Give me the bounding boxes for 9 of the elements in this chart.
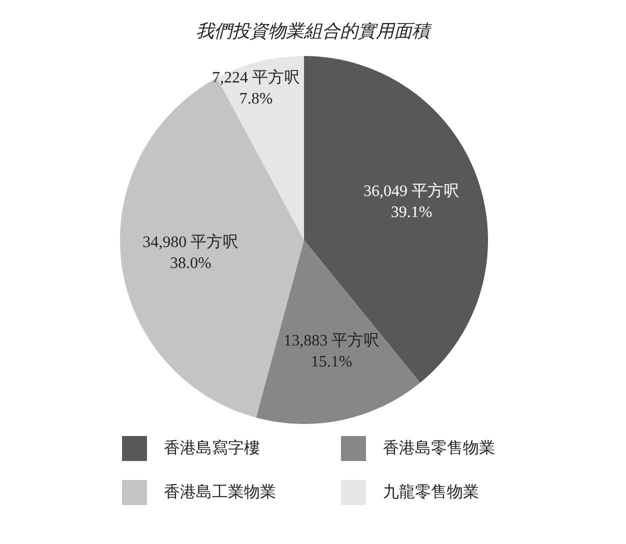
legend-label: 香港島工業物業 — [164, 483, 276, 501]
data-label: 7,224 平方呎 7.8% — [212, 68, 300, 108]
data-label: 13,883 平方呎 15.1% — [284, 332, 380, 371]
data-label: 34,980 平方呎 38.0% — [142, 233, 239, 272]
chart-title: 我們投資物業組合的實用面積 — [196, 21, 433, 41]
legend-label: 香港島寫字樓 — [164, 439, 260, 457]
legend-label: 香港島零售物業 — [383, 439, 495, 457]
data-label: 36,049 平方呎 39.1% — [363, 182, 460, 221]
legend-label: 九龍零售物業 — [383, 483, 479, 501]
